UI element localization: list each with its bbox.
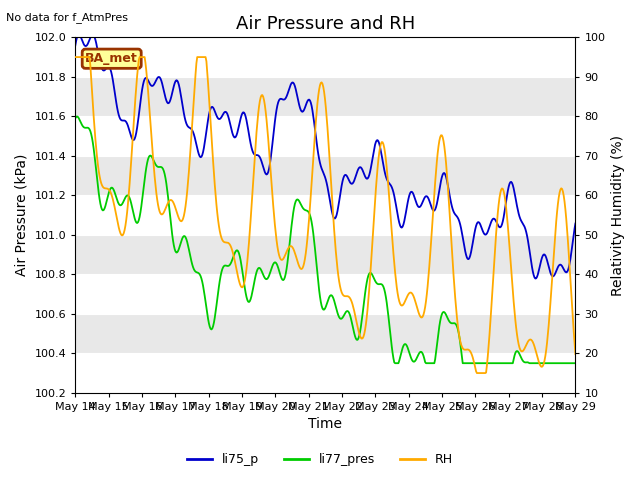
Title: Air Pressure and RH: Air Pressure and RH	[236, 15, 415, 33]
Bar	[76, 353, 575, 393]
Y-axis label: Relativity Humidity (%): Relativity Humidity (%)	[611, 134, 625, 296]
Bar	[76, 314, 575, 353]
Bar	[76, 156, 575, 195]
Bar	[76, 275, 575, 314]
Bar	[76, 37, 575, 77]
Y-axis label: Air Pressure (kPa): Air Pressure (kPa)	[15, 154, 29, 276]
Bar	[76, 195, 575, 235]
Legend: li75_p, li77_pres, RH: li75_p, li77_pres, RH	[182, 448, 458, 471]
X-axis label: Time: Time	[308, 418, 342, 432]
Text: BA_met: BA_met	[85, 52, 138, 65]
Bar	[76, 116, 575, 156]
Text: No data for f_AtmPres: No data for f_AtmPres	[6, 12, 129, 23]
Bar	[76, 77, 575, 116]
Bar	[76, 235, 575, 275]
